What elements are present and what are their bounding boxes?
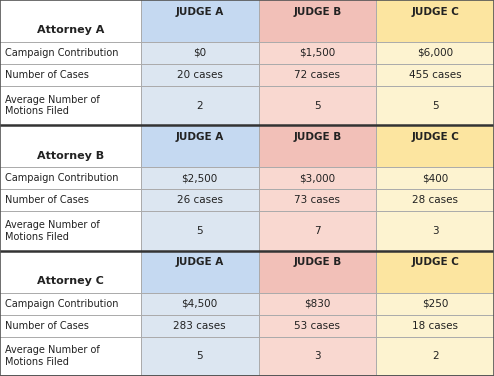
Text: Attorney C: Attorney C [37, 276, 104, 286]
Bar [258, 189, 376, 211]
Bar [0, 86, 141, 125]
Text: $400: $400 [422, 173, 448, 183]
Bar [376, 167, 494, 189]
Text: 5: 5 [196, 351, 203, 361]
Bar [141, 86, 258, 125]
Bar [258, 86, 376, 125]
Bar [258, 42, 376, 64]
Text: Average Number of
Motions Filed: Average Number of Motions Filed [5, 220, 100, 242]
Text: 72 cases: 72 cases [294, 70, 340, 80]
Text: $1,500: $1,500 [299, 48, 335, 58]
Bar [0, 251, 141, 293]
Text: 5: 5 [432, 101, 439, 111]
Bar [141, 167, 258, 189]
Text: 28 cases: 28 cases [412, 195, 458, 205]
Text: JUDGE A: JUDGE A [175, 7, 224, 17]
Bar [258, 167, 376, 189]
Bar [376, 189, 494, 211]
Bar [141, 315, 258, 337]
Bar [258, 337, 376, 376]
Text: 20 cases: 20 cases [177, 70, 223, 80]
Bar [258, 211, 376, 251]
Bar [258, 251, 376, 293]
Bar [376, 125, 494, 167]
Text: 283 cases: 283 cases [173, 321, 226, 331]
Text: JUDGE B: JUDGE B [293, 7, 341, 17]
Bar [258, 64, 376, 86]
Bar [141, 125, 258, 167]
Text: Campaign Contribution: Campaign Contribution [5, 48, 119, 58]
Text: Campaign Contribution: Campaign Contribution [5, 173, 119, 183]
Text: JUDGE B: JUDGE B [293, 132, 341, 142]
Bar [141, 337, 258, 376]
Text: $3,000: $3,000 [299, 173, 335, 183]
Bar [0, 315, 141, 337]
Text: Average Number of
Motions Filed: Average Number of Motions Filed [5, 95, 100, 117]
Text: 3: 3 [432, 226, 439, 236]
Bar [258, 125, 376, 167]
Text: 53 cases: 53 cases [294, 321, 340, 331]
Text: Average Number of
Motions Filed: Average Number of Motions Filed [5, 346, 100, 367]
Bar [0, 64, 141, 86]
Text: JUDGE C: JUDGE C [411, 258, 459, 267]
Text: 7: 7 [314, 226, 321, 236]
Text: 3: 3 [314, 351, 321, 361]
Text: JUDGE A: JUDGE A [175, 132, 224, 142]
Bar [258, 293, 376, 315]
Text: $6,000: $6,000 [417, 48, 453, 58]
Bar [376, 86, 494, 125]
Bar [376, 251, 494, 293]
Bar [0, 167, 141, 189]
Bar [376, 0, 494, 42]
Text: $4,500: $4,500 [181, 299, 218, 309]
Text: Number of Cases: Number of Cases [5, 195, 89, 205]
Text: $0: $0 [193, 48, 206, 58]
Bar [0, 125, 141, 167]
Text: Number of Cases: Number of Cases [5, 321, 89, 331]
Bar [376, 337, 494, 376]
Text: 26 cases: 26 cases [177, 195, 223, 205]
Bar [376, 211, 494, 251]
Bar [376, 293, 494, 315]
Text: JUDGE C: JUDGE C [411, 132, 459, 142]
Text: 18 cases: 18 cases [412, 321, 458, 331]
Text: 5: 5 [196, 226, 203, 236]
Bar [376, 315, 494, 337]
Text: 5: 5 [314, 101, 321, 111]
Bar [141, 211, 258, 251]
Text: 455 cases: 455 cases [409, 70, 461, 80]
Bar [376, 42, 494, 64]
Bar [141, 0, 258, 42]
Text: 2: 2 [196, 101, 203, 111]
Text: $250: $250 [422, 299, 449, 309]
Bar [141, 251, 258, 293]
Bar [141, 64, 258, 86]
Text: JUDGE A: JUDGE A [175, 258, 224, 267]
Text: 2: 2 [432, 351, 439, 361]
Bar [0, 42, 141, 64]
Bar [0, 337, 141, 376]
Text: Campaign Contribution: Campaign Contribution [5, 299, 119, 309]
Text: $830: $830 [304, 299, 330, 309]
Bar [258, 315, 376, 337]
Text: Attorney A: Attorney A [37, 25, 104, 35]
Bar [0, 189, 141, 211]
Bar [141, 293, 258, 315]
Bar [141, 42, 258, 64]
Bar [0, 0, 141, 42]
Text: Attorney B: Attorney B [37, 150, 104, 161]
Bar [258, 0, 376, 42]
Bar [0, 211, 141, 251]
Text: JUDGE C: JUDGE C [411, 7, 459, 17]
Text: 73 cases: 73 cases [294, 195, 340, 205]
Bar [376, 64, 494, 86]
Text: $2,500: $2,500 [181, 173, 218, 183]
Text: JUDGE B: JUDGE B [293, 258, 341, 267]
Bar [0, 293, 141, 315]
Bar [141, 189, 258, 211]
Text: Number of Cases: Number of Cases [5, 70, 89, 80]
